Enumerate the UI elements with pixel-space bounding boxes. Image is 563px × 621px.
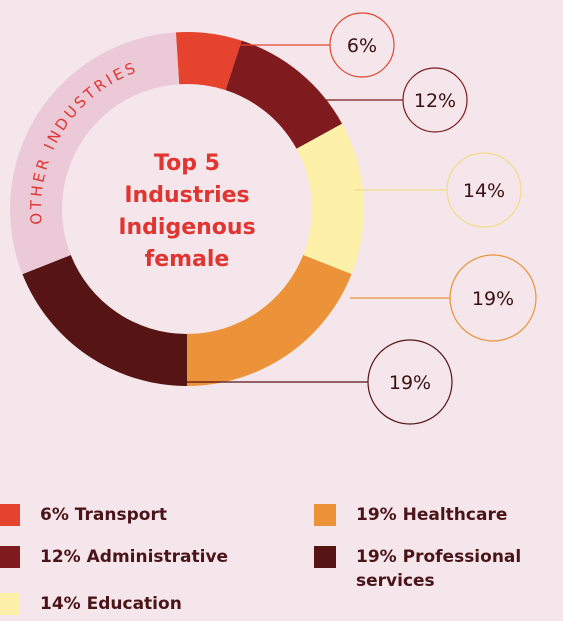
donut-segment — [175, 32, 242, 91]
donut-segment — [187, 255, 352, 386]
legend-entry: 14% Education — [40, 592, 290, 616]
legend-swatch — [314, 504, 336, 526]
legend-label: Professional services — [356, 547, 522, 591]
chart-title: Top 5 Industries Indigenous female — [118, 151, 256, 272]
legend-value: 14% — [40, 594, 81, 614]
legend-swatch — [0, 593, 20, 615]
donut-segment — [9, 32, 180, 275]
legend-label: Administrative — [86, 547, 229, 567]
legend-swatch — [0, 546, 20, 568]
legend-label: Education — [86, 594, 182, 614]
callout-circle — [329, 12, 395, 78]
callout-circle — [367, 339, 453, 425]
legend-entry: 12% Administrative — [40, 545, 290, 569]
legend-entry: 19% Professional services — [356, 545, 556, 593]
legend-entry: 19% Healthcare — [356, 503, 556, 527]
legend-swatch — [314, 546, 336, 568]
callout-circle — [449, 254, 537, 342]
callout-label: 19% — [472, 288, 514, 310]
legend-label: Transport — [74, 505, 167, 525]
callout-label: 19% — [389, 372, 431, 394]
legend-value: 19% — [356, 505, 397, 525]
callout-label: 12% — [414, 90, 456, 112]
donut-segment — [22, 255, 187, 386]
callout-label: 6% — [347, 35, 377, 57]
legend-swatch — [0, 504, 20, 526]
donut-segment — [296, 123, 364, 275]
legend-entry: 6% Transport — [40, 503, 290, 527]
callout-label: 14% — [463, 180, 505, 202]
callout-circle — [446, 152, 522, 228]
legend-value: 12% — [40, 547, 81, 567]
legend-value: 6% — [40, 505, 69, 525]
legend-label: Healthcare — [402, 505, 508, 525]
legend-value: 19% — [356, 547, 397, 567]
callout-circle — [402, 67, 468, 133]
donut-segment — [225, 40, 343, 149]
